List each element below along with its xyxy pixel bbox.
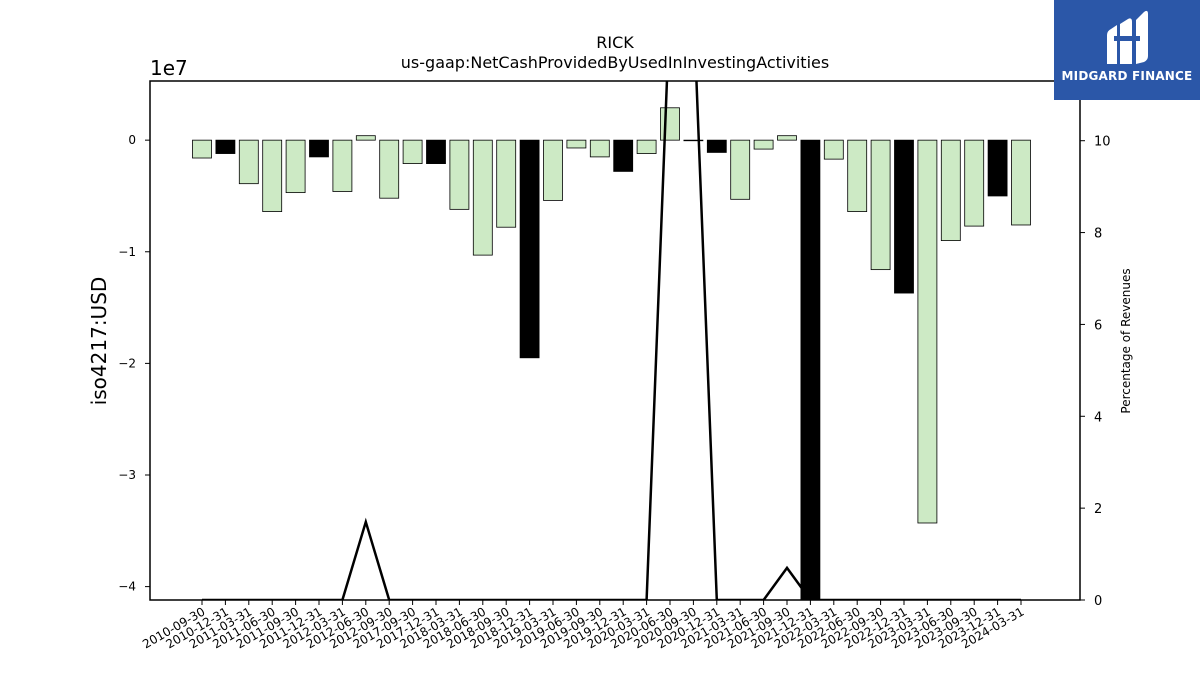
bar [449,139,470,210]
chart-title: RICK [596,33,634,52]
bar [917,139,938,524]
bar [706,139,727,153]
bar [496,139,517,228]
bar [426,139,446,164]
bar [589,139,610,158]
bar [777,135,797,141]
y-tick-label: −4 [118,580,136,594]
bar [262,139,283,212]
bar [238,139,259,185]
y2-tick-label: 4 [1094,410,1102,425]
bar [636,139,657,154]
bar [894,139,914,294]
bar [987,139,1008,197]
bar [753,139,774,150]
bar [285,139,306,194]
bar [660,107,680,141]
bar [215,139,236,154]
percentage-line [202,81,1021,600]
y2-axis-label: Percentage of Revenues [1119,268,1133,413]
bar [472,139,493,256]
y2-tick-label: 6 [1094,318,1102,333]
bar [683,139,704,142]
chart-subtitle: us-gaap:NetCashProvidedByUsedInInvesting… [401,53,829,72]
bar [870,139,891,271]
y-tick-label: −3 [118,468,136,482]
y2-tick-label: 10 [1094,135,1111,150]
bar [940,139,961,242]
y2-tick-label: 8 [1094,227,1102,242]
midgard-logo-icon [1107,10,1148,64]
bar [566,139,587,149]
plot-frame [149,80,1081,601]
y2-tick-label: 2 [1094,502,1102,517]
bar [847,139,868,212]
y-offset-label: 1e7 [150,56,188,80]
plot-clip-group [192,81,1031,600]
y2-tick-label: 0 [1094,594,1102,609]
bar [800,139,821,600]
bar [613,139,634,172]
plot-area: 0−1−2−3−402468102010-09-302010-12-312011… [118,80,1111,651]
bar [192,139,212,159]
y-tick-label: −1 [118,245,136,259]
bar [543,139,563,201]
y-tick-label: −2 [118,356,136,370]
bar [519,139,540,359]
y-tick-label: 0 [128,133,136,147]
bar [730,139,751,200]
bar [379,139,400,199]
bar [402,139,423,164]
bar [1011,139,1031,226]
y-axis-label: iso4217:USD [87,277,111,406]
bar [355,135,376,141]
bar [332,139,353,192]
bar [964,139,985,227]
logo-text: MIDGARD FINANCE [1061,69,1193,83]
bar [309,139,329,158]
bar [823,139,844,160]
brand-logo: MIDGARD FINANCE [1054,0,1200,100]
